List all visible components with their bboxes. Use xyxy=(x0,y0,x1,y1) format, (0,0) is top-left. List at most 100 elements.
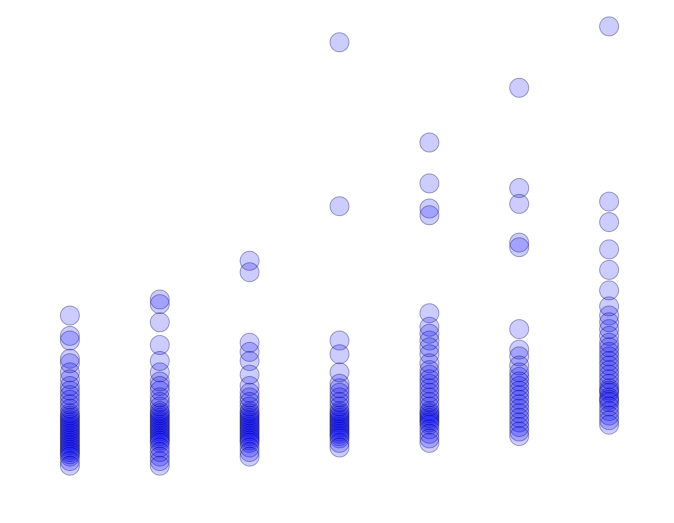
scatter-point-3-10 xyxy=(239,392,260,412)
scatter-point-2-21 xyxy=(149,419,170,440)
scatter-point-5-3 xyxy=(419,198,440,219)
scatter-point-5-4 xyxy=(419,205,440,226)
scatter-point-7-15 xyxy=(599,346,620,367)
scatter-point-3-12 xyxy=(239,401,260,422)
scatter-point-1-20 xyxy=(59,417,80,437)
scatter-point-2-6 xyxy=(149,362,170,383)
scatter-point-4-12 xyxy=(329,401,350,422)
scatter-point-1-2 xyxy=(59,325,80,346)
scatter-point-1-5 xyxy=(59,353,80,374)
scatter-point-2-18 xyxy=(149,412,170,433)
scatter-point-3-28 xyxy=(239,442,260,462)
scatter-point-1-22 xyxy=(59,421,80,442)
scatter-point-6-11 xyxy=(509,366,530,387)
scatter-point-6-2 xyxy=(509,178,530,198)
scatter-point-7-3 xyxy=(599,212,620,233)
scatter-point-6-19 xyxy=(509,403,530,424)
scatter-point-3-20 xyxy=(239,419,260,440)
scatter-point-7-7 xyxy=(599,296,620,317)
scatter-point-5-19 xyxy=(419,392,440,412)
scatter-point-5-28 xyxy=(419,419,440,440)
scatter-point-3-6 xyxy=(239,364,260,385)
scatter-point-3-27 xyxy=(239,437,260,458)
scatter-point-5-16 xyxy=(419,378,440,399)
scatter-point-3-18 xyxy=(239,414,260,435)
scatter-point-3-2 xyxy=(239,262,260,283)
scatter-point-2-9 xyxy=(149,380,170,401)
scatter-point-4-13 xyxy=(329,403,350,424)
scatter-point-3-23 xyxy=(239,426,260,447)
scatter-point-1-25 xyxy=(59,428,80,449)
scatter-point-6-10 xyxy=(509,362,530,383)
scatter-point-3-22 xyxy=(239,423,260,444)
scatter-point-7-20 xyxy=(599,369,620,390)
scatter-point-2-16 xyxy=(149,407,170,428)
scatter-point-7-4 xyxy=(599,239,620,260)
scatter-point-6-13 xyxy=(509,376,530,396)
scatter-point-6-14 xyxy=(509,380,530,401)
scatter-point-4-3 xyxy=(329,330,350,351)
scatter-point-2-29 xyxy=(149,442,170,462)
scatter-point-1-16 xyxy=(59,407,80,428)
scatter-point-4-17 xyxy=(329,412,350,433)
scatter-point-1-21 xyxy=(59,419,80,440)
scatter-point-1-3 xyxy=(59,330,80,351)
scatter-point-2-31 xyxy=(149,451,170,472)
scatter-point-6-3 xyxy=(509,193,530,214)
scatter-point-4-8 xyxy=(329,382,350,403)
scatter-point-5-2 xyxy=(419,173,440,194)
scatter-point-7-27 xyxy=(599,392,620,412)
scatter-point-7-21 xyxy=(599,373,620,394)
scatter-point-5-30 xyxy=(419,428,440,449)
scatter-point-1-11 xyxy=(59,389,80,410)
scatter-point-5-23 xyxy=(419,405,440,426)
scatter-point-3-13 xyxy=(239,403,260,424)
scatter-point-7-11 xyxy=(599,325,620,346)
scatter-point-7-32 xyxy=(599,414,620,435)
scatter-point-5-25 xyxy=(419,410,440,431)
scatter-point-3-25 xyxy=(239,430,260,451)
scatter-point-2-1 xyxy=(149,289,170,310)
scatter-point-1-10 xyxy=(59,385,80,406)
scatter-point-2-7 xyxy=(149,371,170,392)
scatter-point-6-6 xyxy=(509,319,530,340)
scatter-point-2-32 xyxy=(149,455,170,476)
scatter-point-5-12 xyxy=(419,360,440,381)
scatter-point-5-26 xyxy=(419,412,440,433)
scatter-point-3-7 xyxy=(239,376,260,396)
scatter-point-1-24 xyxy=(59,426,80,447)
scatter-point-7-6 xyxy=(599,280,620,301)
scatter-point-6-7 xyxy=(509,339,530,360)
scatter-point-1-4 xyxy=(59,348,80,369)
scatter-point-4-5 xyxy=(329,362,350,383)
scatter-point-5-13 xyxy=(419,364,440,385)
scatter-point-7-23 xyxy=(599,380,620,401)
scatter-point-6-16 xyxy=(509,389,530,410)
scatter-point-7-12 xyxy=(599,332,620,353)
scatter-point-1-33 xyxy=(59,446,80,467)
scatter-point-6-21 xyxy=(509,412,530,433)
scatter-point-3-29 xyxy=(239,446,260,467)
scatter-point-1-30 xyxy=(59,439,80,460)
scatter-point-6-1 xyxy=(509,77,530,98)
scatter-point-7-10 xyxy=(599,319,620,340)
scatter-point-4-22 xyxy=(329,423,350,444)
scatter-point-2-2 xyxy=(149,294,170,315)
scatter-point-3-17 xyxy=(239,412,260,433)
scatter-point-6-8 xyxy=(509,346,530,367)
scatter-point-3-15 xyxy=(239,407,260,428)
scatter-point-2-22 xyxy=(149,421,170,442)
scatter-point-2-4 xyxy=(149,335,170,355)
scatter-point-1-14 xyxy=(59,403,80,424)
scatter-point-7-1 xyxy=(599,16,620,37)
scatter-point-4-1 xyxy=(329,32,350,53)
scatter-point-2-17 xyxy=(149,410,170,431)
scatter-point-6-22 xyxy=(509,417,530,437)
scatter-point-6-15 xyxy=(509,385,530,406)
scatter-point-5-18 xyxy=(419,387,440,408)
scatter-point-4-4 xyxy=(329,344,350,365)
scatter-point-3-24 xyxy=(239,428,260,449)
scatter-point-1-7 xyxy=(59,369,80,390)
scatter-point-2-25 xyxy=(149,428,170,449)
